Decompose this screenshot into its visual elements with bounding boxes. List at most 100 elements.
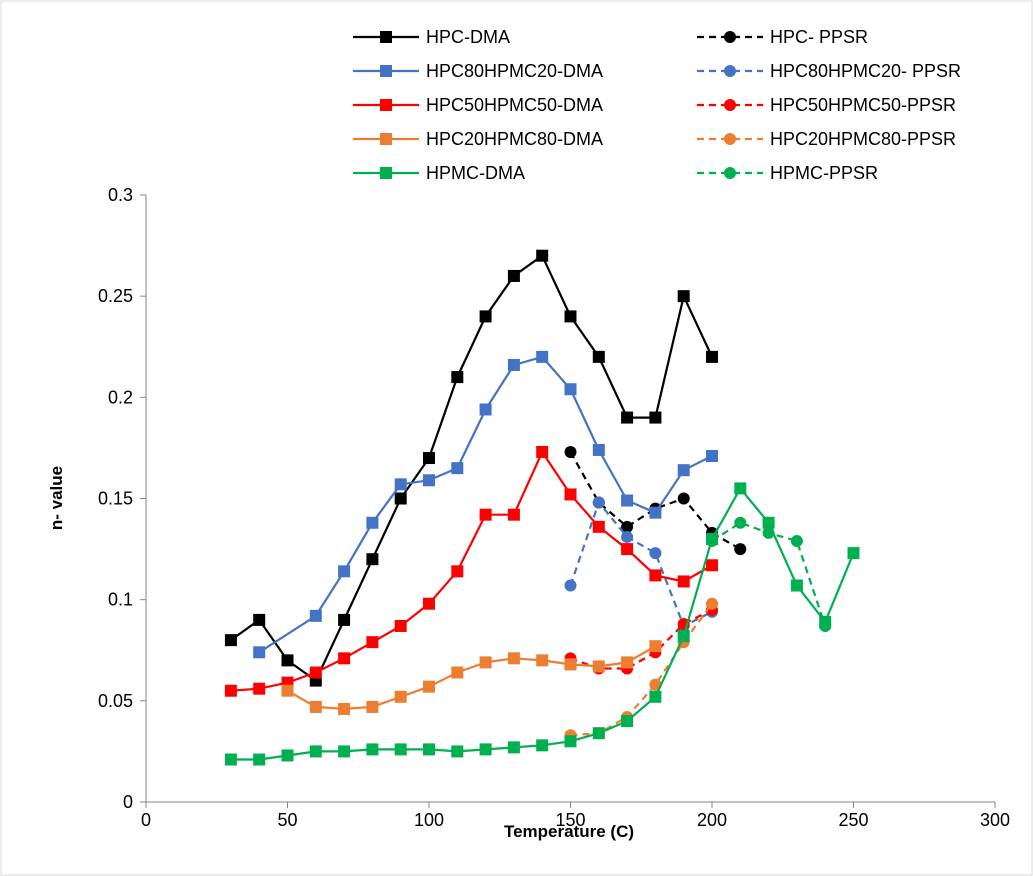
legend-label: HPC50HPMC50-DMA xyxy=(426,95,603,115)
data-point xyxy=(366,553,379,566)
data-point xyxy=(423,680,435,693)
data-point xyxy=(536,739,549,752)
data-point xyxy=(592,660,605,673)
data-point xyxy=(536,249,549,262)
data-point xyxy=(677,575,690,588)
data-point xyxy=(281,684,294,697)
legend-marker xyxy=(724,31,736,43)
series-hpc20hpmc80-dma xyxy=(281,640,662,715)
series-line xyxy=(258,355,713,654)
data-point xyxy=(451,462,464,475)
y-axis-title: n- value xyxy=(47,466,66,530)
legend-label: HPC20HPMC80-PPSR xyxy=(770,129,956,149)
data-point xyxy=(309,745,322,758)
y-tick-label: 0.3 xyxy=(108,185,133,205)
data-point xyxy=(479,743,492,756)
data-point xyxy=(706,559,718,572)
legend-marker xyxy=(380,65,392,77)
data-point xyxy=(507,358,520,371)
y-tick-label: 0.05 xyxy=(98,691,133,711)
data-point xyxy=(790,579,803,592)
y-tick-label: 0.1 xyxy=(108,590,133,610)
data-point xyxy=(394,619,407,632)
data-point xyxy=(649,547,662,560)
legend-marker xyxy=(724,167,736,179)
data-point xyxy=(451,745,464,758)
data-point xyxy=(649,640,662,653)
data-point xyxy=(564,579,577,592)
data-point xyxy=(564,658,577,671)
data-point xyxy=(366,516,379,529)
data-point xyxy=(734,482,747,495)
series-layer xyxy=(224,249,860,766)
data-point xyxy=(479,656,492,669)
data-point xyxy=(621,656,634,669)
data-point xyxy=(394,743,407,756)
data-point xyxy=(253,646,266,659)
legend-label: HPC80HPMC20- PPSR xyxy=(770,61,961,81)
data-point xyxy=(592,727,605,740)
x-axis-title: Temperature (C) xyxy=(504,822,634,841)
data-point xyxy=(366,636,379,649)
data-point xyxy=(338,613,351,626)
legend-label: HPC- PPSR xyxy=(770,27,868,47)
legend-entry-hpc80hpmc20-dma: HPC80HPMC20-DMA xyxy=(353,61,603,81)
data-point xyxy=(592,520,605,533)
data-point xyxy=(451,565,464,578)
data-point xyxy=(621,520,634,533)
legend-entry-hpc20hpmc80-ppsr: HPC20HPMC80-PPSR xyxy=(697,129,956,149)
legend-label: HPC20HPMC80-DMA xyxy=(426,129,603,149)
data-point xyxy=(536,445,549,458)
data-point xyxy=(734,516,747,529)
data-point xyxy=(649,506,662,519)
data-point xyxy=(253,753,266,766)
series-hpc50hpmc50-dma xyxy=(224,445,718,697)
data-point xyxy=(507,508,520,521)
data-point xyxy=(649,690,662,703)
legend-entry-hpc20hpmc80-dma: HPC20HPMC80-DMA xyxy=(353,129,603,149)
legend-label: HPC50HPMC50-PPSR xyxy=(770,95,956,115)
data-point xyxy=(224,634,237,647)
legend-label: HPC80HPMC20-DMA xyxy=(426,61,603,81)
axes-layer: 0 50 100 150 200 250 300 0 0.05 0.1 0.15 0.2 0.25 0.3… xyxy=(47,185,1010,841)
y-tick-label: 0.25 xyxy=(98,286,133,306)
data-point xyxy=(394,492,407,505)
data-point xyxy=(677,290,690,303)
x-tick-label: 100 xyxy=(414,810,444,830)
data-point xyxy=(621,543,634,556)
data-point xyxy=(649,411,662,424)
data-point xyxy=(564,488,577,501)
data-point xyxy=(338,702,351,715)
data-point xyxy=(621,715,634,728)
data-point xyxy=(847,547,860,560)
series-hpc80hpmc20-dma xyxy=(253,350,718,659)
data-point xyxy=(253,682,266,695)
data-point xyxy=(706,350,718,363)
data-point xyxy=(592,496,605,509)
legend-entry-hpc80hpmc20-ppsr: HPC80HPMC20- PPSR xyxy=(697,61,961,81)
data-point xyxy=(423,597,435,610)
data-point xyxy=(451,371,464,384)
data-point xyxy=(507,652,520,665)
data-point xyxy=(706,597,718,610)
series-hpmc-dma xyxy=(224,482,860,766)
data-point xyxy=(677,630,690,643)
x-tick-label: 250 xyxy=(838,810,868,830)
data-point xyxy=(649,569,662,582)
data-point xyxy=(366,700,379,713)
data-point xyxy=(677,464,690,477)
data-point xyxy=(536,350,549,363)
legend-marker xyxy=(380,167,392,179)
data-point xyxy=(734,543,747,556)
legend-label: HPMC-DMA xyxy=(426,163,525,183)
legend-entry-hpc-ppsr: HPC- PPSR xyxy=(697,27,868,47)
x-tick-label: 300 xyxy=(980,810,1010,830)
x-tick-label: 0 xyxy=(141,810,151,830)
data-point xyxy=(281,749,294,762)
data-point xyxy=(479,310,492,323)
data-point xyxy=(309,700,322,713)
data-point xyxy=(479,403,492,416)
data-point xyxy=(564,310,577,323)
